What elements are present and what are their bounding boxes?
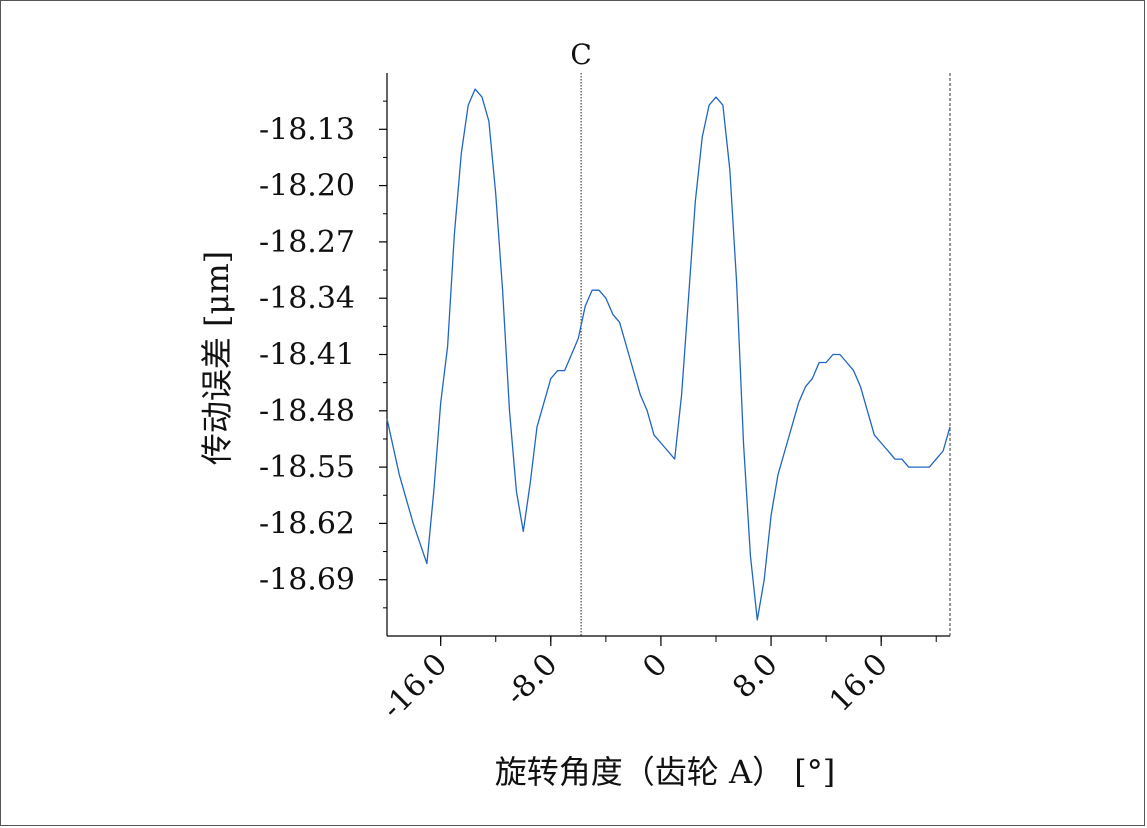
y-tick-label: -18.62	[259, 506, 355, 541]
chart-marks: C	[386, 38, 951, 636]
chart-axes	[386, 73, 951, 637]
x-axis-ticks: -16.0 -8.0 0 8.0 16.0	[375, 636, 937, 726]
y-tick-label: -18.41	[259, 338, 355, 373]
y-tick-label: -18.55	[259, 450, 355, 485]
x-axis-title: 旋转角度（齿轮 A） [°]	[495, 753, 835, 791]
x-tick-label: 16.0	[823, 647, 895, 719]
x-tick-label: -8.0	[499, 647, 565, 713]
x-tick-label: 8.0	[726, 647, 784, 705]
x-tick-label: -16.0	[375, 647, 454, 726]
y-axis-ticks: -18.13 -18.20 -18.27 -18.34 -18.41 -18.48 -18.…	[259, 100, 387, 609]
series-line	[386, 88, 951, 621]
y-tick-label: -18.27	[259, 225, 355, 260]
y-tick-label: -18.34	[259, 281, 355, 316]
y-tick-label: -18.48	[259, 394, 355, 429]
y-tick-label: -18.13	[259, 112, 355, 147]
x-tick-label: 0	[636, 647, 674, 685]
y-tick-label: -18.20	[259, 169, 355, 204]
y-axis-title: 传动误差 [μm]	[198, 251, 236, 465]
marker-label: C	[570, 38, 591, 71]
y-tick-label: -18.69	[259, 563, 355, 598]
